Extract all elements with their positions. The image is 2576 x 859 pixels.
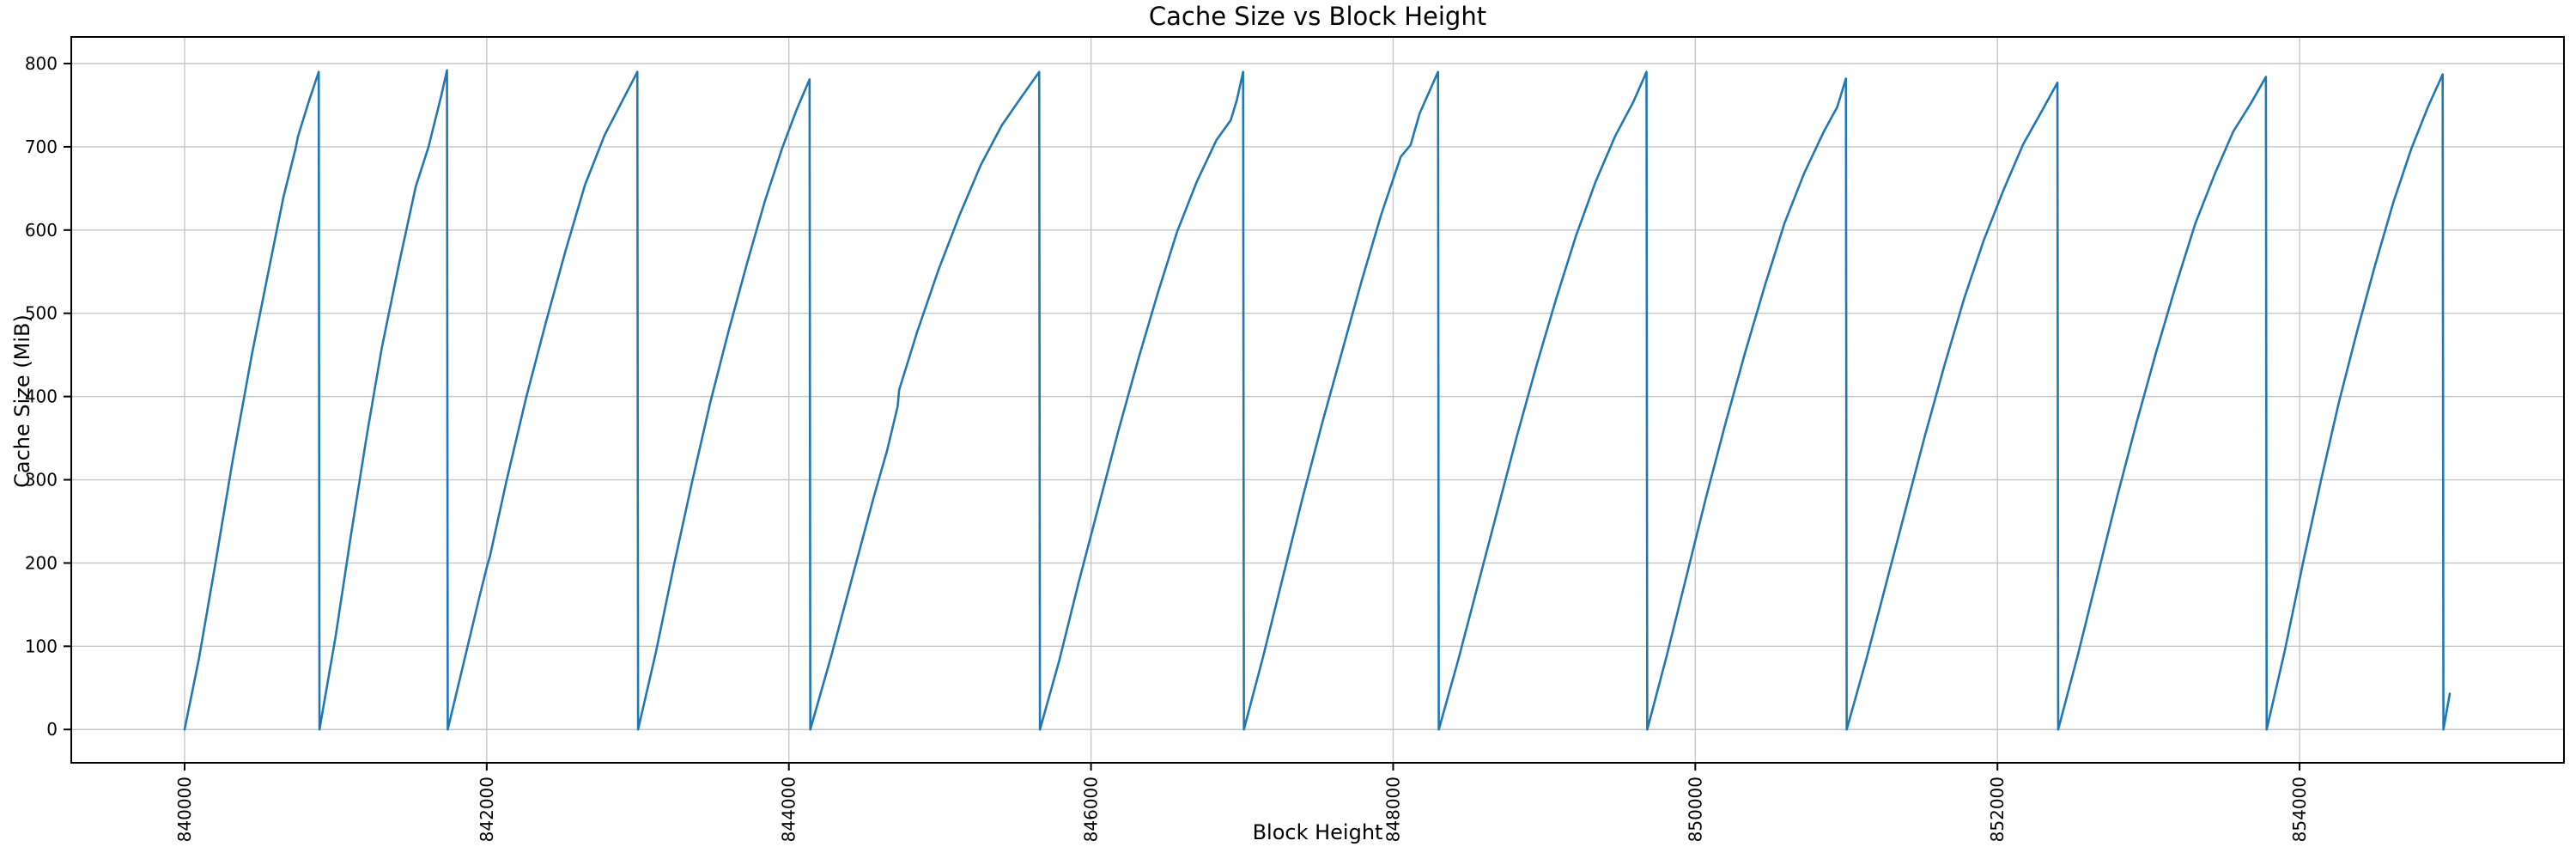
- x-tick-label: 848000: [1382, 777, 1403, 842]
- series-line-cache_size: [183, 69, 2451, 731]
- x-tick-label: 846000: [1081, 777, 1102, 842]
- y-tick-label: 0: [46, 719, 58, 740]
- x-tick-label: 852000: [1987, 777, 2008, 842]
- x-tick-label: 844000: [779, 777, 799, 842]
- y-tick-label: 400: [25, 387, 58, 407]
- x-tick-label: 840000: [174, 777, 195, 842]
- x-tick-label: 850000: [1685, 777, 1705, 842]
- y-tick-label: 300: [25, 470, 58, 490]
- x-axis-label: Block Height: [1252, 820, 1383, 844]
- chart-title: Cache Size vs Block Height: [1148, 2, 1487, 31]
- y-tick-label: 100: [25, 636, 58, 656]
- x-tick-label: 842000: [477, 777, 497, 842]
- y-axis-label: Cache Size (MiB): [10, 314, 34, 488]
- y-tick-label: 700: [25, 137, 58, 157]
- y-tick-label: 200: [25, 552, 58, 573]
- x-tick-label: 854000: [2289, 777, 2310, 842]
- y-tick-label: 800: [25, 53, 58, 74]
- y-tick-label: 500: [25, 303, 58, 324]
- plot-spines: [70, 36, 2565, 764]
- y-tick-label: 600: [25, 220, 58, 241]
